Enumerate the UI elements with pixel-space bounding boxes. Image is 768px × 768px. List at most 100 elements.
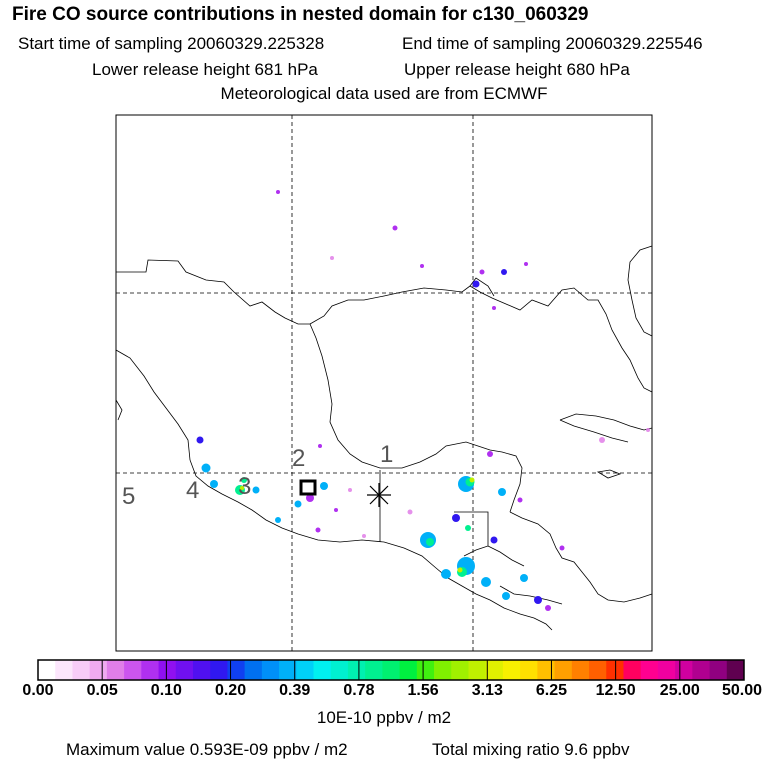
- colorbar-tick-label: 0.05: [86, 682, 118, 699]
- us-mexico-border: [116, 259, 310, 325]
- colorbar-tick-label: 0.20: [214, 682, 247, 699]
- trajectory-label-3: 3: [238, 473, 251, 500]
- colorbar-swatch: [606, 660, 624, 680]
- colorbar-swatch: [38, 660, 56, 680]
- asterisk-marker: [367, 483, 391, 507]
- coastlines: [115, 245, 653, 631]
- colorbar-swatch: [537, 660, 555, 680]
- plume-cell: [294, 500, 302, 508]
- sampling-end-time: End time of sampling 20060329.225546: [402, 34, 703, 53]
- colorbar-swatch: [434, 660, 452, 680]
- colorbar-tick-label: 12.50: [595, 682, 636, 699]
- baja-california: [115, 349, 191, 461]
- colorbar-swatch: [347, 660, 366, 680]
- plume-cell: [362, 534, 366, 538]
- plume-cell: [490, 536, 498, 544]
- colorbar-swatch: [709, 660, 728, 680]
- plume-cell: [452, 514, 460, 522]
- jamaica-coast: [596, 469, 622, 479]
- colorbar-frame: [37, 659, 745, 681]
- plume-cell: [252, 486, 260, 494]
- honduras-border: [487, 545, 525, 567]
- plume-cell: [559, 545, 565, 551]
- plume-cell: [520, 574, 528, 582]
- cuba-coast: [559, 413, 653, 443]
- colorbar-swatch: [502, 660, 521, 680]
- colorbar-swatch: [382, 660, 401, 680]
- colorbar-tick-label: 50.00: [721, 682, 763, 699]
- max-value: Maximum value 0.593E-09 ppbv / m2: [66, 740, 348, 759]
- trajectory-label-2: 2: [292, 445, 305, 472]
- colorbar-tick-label: 1.56: [407, 682, 439, 699]
- plume-cell: [469, 477, 475, 483]
- colorbar-swatch: [158, 660, 177, 680]
- colorbar-swatch: [554, 660, 573, 680]
- colorbar-swatch: [365, 660, 383, 680]
- colorbar-swatch: [623, 660, 642, 680]
- sampling-start-time: Start time of sampling 20060329.225328: [18, 34, 325, 53]
- colorbar-swatch: [589, 660, 607, 680]
- colorbar-swatch: [313, 660, 332, 680]
- plume-cell: [501, 269, 507, 275]
- colorbar-swatch: [399, 660, 418, 680]
- colorbar-tick-label: 3.13: [471, 682, 503, 699]
- colorbar-swatch: [192, 660, 211, 680]
- plume-cell: [306, 494, 314, 502]
- upper-release-height: Upper release height 680 hPa: [404, 60, 630, 79]
- plume-cell: [599, 437, 605, 443]
- colorbar-swatch: [141, 660, 159, 680]
- colorbar-swatch: [520, 660, 538, 680]
- colorbar-swatch: [571, 660, 590, 680]
- colorbar-swatch: [244, 660, 263, 680]
- colorbar-units: 10E-10 ppbv / m2: [316, 708, 452, 727]
- colorbar-tick-label: 6.25: [535, 682, 568, 699]
- colorbar-swatch: [640, 660, 659, 680]
- plume-cell: [315, 527, 321, 533]
- plume-cell: [426, 538, 434, 546]
- plot-title: Fire CO source contributions in nested d…: [12, 4, 589, 25]
- plume-cell: [392, 225, 398, 231]
- colorbar-swatch: [296, 660, 314, 680]
- caribbean-coast: [509, 511, 653, 603]
- colorbar: [38, 660, 745, 680]
- colorbar-swatch: [675, 660, 693, 680]
- colorbar-swatch: [261, 660, 280, 680]
- plume-cell: [201, 463, 211, 473]
- trajectory-labels: 1 2 3 4 5: [122, 441, 393, 510]
- us-gulf-coast: [309, 285, 653, 393]
- nicaragua-border: [499, 585, 563, 605]
- mexico-gulf-coast: [309, 323, 457, 469]
- colorbar-swatch: [726, 660, 745, 680]
- receptor-box-marker: [299, 479, 317, 496]
- plume-cell: [534, 596, 542, 604]
- plume-cell: [479, 269, 485, 275]
- plume-cell: [275, 517, 281, 523]
- plume-cell: [210, 480, 218, 488]
- colorbar-swatch: [72, 660, 91, 680]
- colorbar-swatch: [175, 660, 194, 680]
- baja-tip: [115, 399, 123, 421]
- colorbar-swatch: [106, 660, 125, 680]
- plume-cell: [472, 280, 480, 288]
- colorbar-swatch: [124, 660, 142, 680]
- colorbar-swatch: [468, 660, 487, 680]
- plume-cell: [646, 428, 650, 432]
- plume-cell: [498, 488, 506, 496]
- guatemala-border: [454, 511, 489, 557]
- colorbar-tick-label: 0.39: [279, 682, 311, 699]
- plume-cell: [517, 497, 523, 503]
- plume-cell: [241, 477, 247, 483]
- plume-cell: [330, 256, 334, 260]
- map-frame: [115, 114, 653, 652]
- colorbar-swatch: [657, 660, 676, 680]
- trajectory-label-1: 1: [380, 441, 393, 468]
- plume-cell: [276, 190, 280, 194]
- colorbar-swatch: [55, 660, 73, 680]
- colorbar-swatch: [279, 660, 297, 680]
- plume-cell: [420, 264, 424, 268]
- plume-cell: [441, 569, 451, 579]
- plume-cell: [481, 577, 491, 587]
- plume-cell: [457, 567, 463, 573]
- atlantic-coast: [627, 245, 653, 337]
